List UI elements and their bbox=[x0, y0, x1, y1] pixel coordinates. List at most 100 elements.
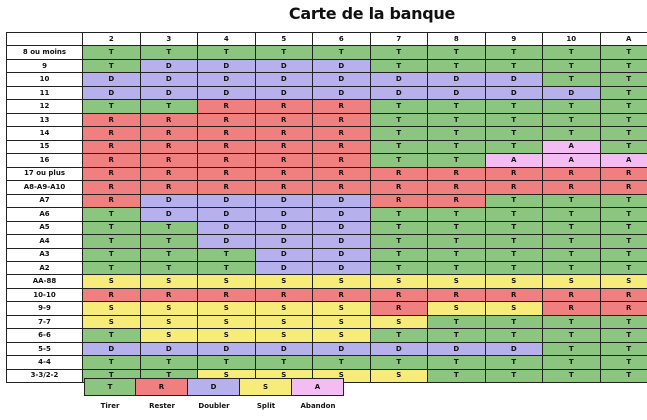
action-cell: D bbox=[140, 194, 198, 209]
player-hand-label: 11 bbox=[7, 86, 83, 101]
player-hand-label: 16 bbox=[7, 154, 83, 168]
player-hand-label: AA-88 bbox=[7, 275, 83, 289]
player-hand-label: A7 bbox=[7, 194, 83, 209]
action-cell: T bbox=[83, 235, 141, 249]
action-cell: R bbox=[255, 167, 313, 182]
action-cell: T bbox=[543, 113, 601, 128]
action-cell: T bbox=[428, 315, 486, 330]
action-cell: D bbox=[255, 194, 313, 209]
action-cell: R bbox=[198, 113, 256, 128]
action-cell: T bbox=[428, 208, 486, 222]
action-cell: R bbox=[198, 288, 256, 303]
action-cell: D bbox=[255, 248, 313, 262]
dealer-card-header: 3 bbox=[140, 33, 198, 47]
action-cell: D bbox=[485, 86, 543, 101]
action-cell: T bbox=[428, 140, 486, 155]
action-cell: D bbox=[140, 73, 198, 87]
action-cell: T bbox=[600, 356, 647, 370]
action-cell: T bbox=[600, 113, 647, 128]
action-cell: R bbox=[140, 113, 198, 128]
action-cell: D bbox=[198, 86, 256, 101]
action-cell: T bbox=[83, 46, 141, 60]
action-cell: T bbox=[543, 315, 601, 330]
action-cell: S bbox=[83, 315, 141, 330]
action-cell: D bbox=[313, 342, 371, 357]
action-cell: R bbox=[83, 181, 141, 195]
action-cell: R bbox=[255, 100, 313, 114]
legend-label: Split bbox=[256, 402, 276, 410]
action-cell: S bbox=[255, 275, 313, 289]
action-cell: T bbox=[543, 59, 601, 74]
action-cell: T bbox=[600, 342, 647, 357]
action-cell: S bbox=[543, 275, 601, 289]
action-cell: R bbox=[255, 140, 313, 155]
dealer-card-header: 4 bbox=[198, 33, 256, 47]
action-cell: R bbox=[428, 194, 486, 209]
action-cell: T bbox=[255, 356, 313, 370]
action-cell: R bbox=[140, 154, 198, 168]
action-cell: T bbox=[428, 356, 486, 370]
action-cell: D bbox=[370, 342, 428, 357]
action-cell: T bbox=[83, 329, 141, 343]
player-hand-label: 17 ou plus bbox=[7, 167, 83, 182]
dealer-card-header: 10 bbox=[543, 33, 601, 47]
action-cell: R bbox=[198, 100, 256, 114]
action-cell: T bbox=[485, 221, 543, 236]
action-cell: D bbox=[313, 221, 371, 236]
legend-swatch: D bbox=[188, 378, 240, 396]
action-cell: T bbox=[600, 100, 647, 114]
action-cell: T bbox=[140, 235, 198, 249]
action-cell: T bbox=[600, 248, 647, 262]
action-cell: R bbox=[370, 302, 428, 316]
action-cell: T bbox=[140, 100, 198, 114]
action-cell: R bbox=[198, 167, 256, 182]
table-corner bbox=[7, 33, 83, 47]
action-cell: R bbox=[313, 127, 371, 141]
player-hand-label: A6 bbox=[7, 208, 83, 222]
action-cell: D bbox=[428, 86, 486, 101]
action-cell: R bbox=[198, 181, 256, 195]
action-cell: D bbox=[83, 73, 141, 87]
action-cell: S bbox=[370, 369, 428, 384]
player-hand-label: 8 ou moins bbox=[7, 46, 83, 60]
action-cell: R bbox=[543, 302, 601, 316]
action-cell: T bbox=[543, 100, 601, 114]
action-cell: S bbox=[198, 275, 256, 289]
action-cell: T bbox=[140, 221, 198, 236]
action-cell: T bbox=[543, 73, 601, 87]
action-cell: T bbox=[485, 140, 543, 155]
action-cell: T bbox=[600, 261, 647, 276]
action-cell: R bbox=[370, 167, 428, 182]
action-cell: D bbox=[198, 59, 256, 74]
action-cell: R bbox=[83, 194, 141, 209]
action-cell: T bbox=[600, 140, 647, 155]
action-cell: T bbox=[370, 329, 428, 343]
action-cell: T bbox=[428, 221, 486, 236]
action-cell: S bbox=[198, 302, 256, 316]
action-cell: R bbox=[543, 288, 601, 303]
action-cell: R bbox=[600, 288, 647, 303]
action-cell: R bbox=[370, 288, 428, 303]
action-cell: T bbox=[600, 194, 647, 209]
player-hand-label: 3-3/2-2 bbox=[7, 369, 83, 384]
action-cell: D bbox=[313, 73, 371, 87]
action-cell: S bbox=[485, 302, 543, 316]
action-cell: D bbox=[485, 342, 543, 357]
action-cell: R bbox=[485, 181, 543, 195]
action-cell: T bbox=[485, 127, 543, 141]
action-cell: R bbox=[140, 181, 198, 195]
action-cell: T bbox=[83, 59, 141, 74]
action-cell: T bbox=[370, 248, 428, 262]
action-cell: D bbox=[313, 235, 371, 249]
action-cell: T bbox=[428, 235, 486, 249]
action-cell: D bbox=[140, 86, 198, 101]
action-cell: A bbox=[485, 154, 543, 168]
action-cell: T bbox=[543, 127, 601, 141]
player-hand-label: 14 bbox=[7, 127, 83, 141]
action-cell: T bbox=[255, 46, 313, 60]
action-cell: A bbox=[600, 154, 647, 168]
action-cell: T bbox=[198, 248, 256, 262]
action-cell: T bbox=[485, 46, 543, 60]
legend-label: Rester bbox=[149, 402, 175, 410]
action-cell: S bbox=[370, 315, 428, 330]
